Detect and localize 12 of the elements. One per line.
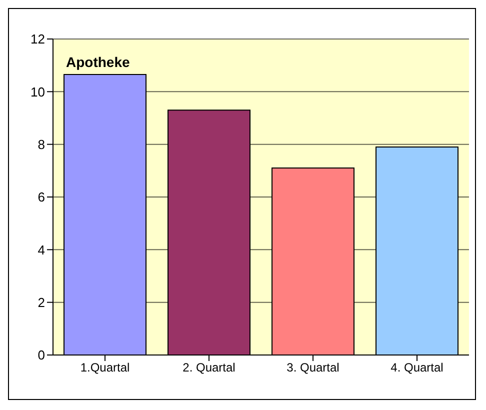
y-tick-label: 8 <box>38 136 45 152</box>
x-tick-label: 4. Quartal <box>390 360 444 375</box>
text: Apotheke <box>66 54 130 70</box>
x-tick-label: 1.Quartal <box>80 360 130 375</box>
y-tick-label: 2 <box>38 294 45 310</box>
y-tick-label: 12 <box>30 32 45 47</box>
x-tick-label: 2. Quartal <box>182 360 236 375</box>
y-tick-label: 6 <box>38 190 45 205</box>
y-tick-label: 10 <box>30 84 45 100</box>
x-tick-label: 3. Quartal <box>286 360 340 375</box>
y-tick-label: 0 <box>38 348 45 363</box>
y-tick-label: 4 <box>38 242 45 258</box>
